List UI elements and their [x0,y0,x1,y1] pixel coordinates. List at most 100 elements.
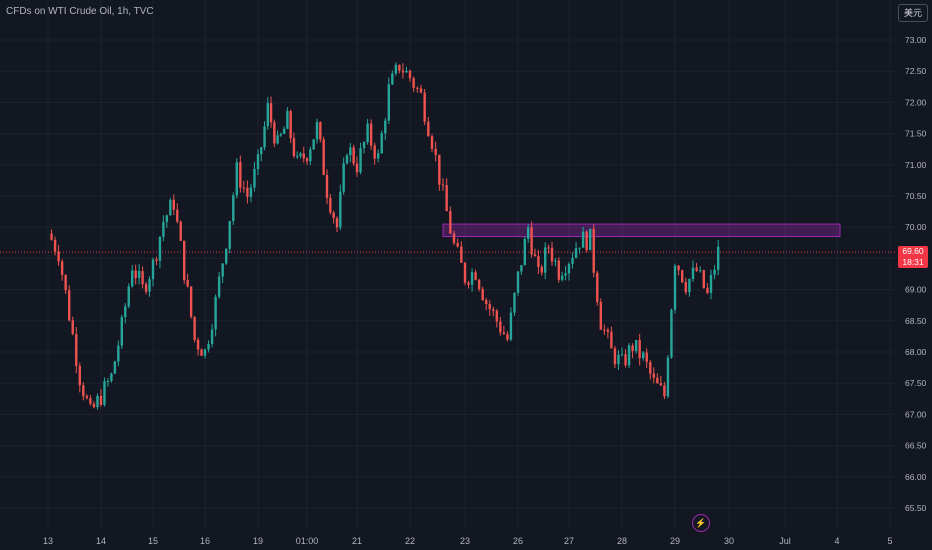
candle-body [533,254,537,257]
candle-body [613,348,617,365]
currency-button[interactable]: 美元 [898,4,928,22]
candle-body [232,195,235,222]
candle-body [127,286,130,307]
candle-body [329,197,332,213]
candle-body [617,354,620,365]
candle-body [398,64,401,71]
y-tick-label: 65.50 [905,503,927,513]
candle-body [335,218,339,228]
candle-body [322,139,325,176]
candle-body [606,329,610,332]
candle-body [509,312,513,340]
candle-body [530,227,533,255]
candle-body [196,339,200,350]
x-tick-label: 5 [887,536,892,546]
candle-body [200,349,203,356]
candle-body [276,135,279,144]
candle-body [246,187,249,197]
candle-body [688,278,691,293]
y-tick-label: 66.50 [905,441,927,451]
candle-body [124,306,127,318]
candle-body [113,361,117,374]
y-tick-label: 72.50 [905,66,927,76]
candle-body [89,398,92,404]
x-tick-label: 21 [352,536,362,546]
y-tick-label: 70.50 [905,191,927,201]
candle-body [460,246,463,263]
axes-layer: 73.0072.5072.0071.5071.0070.5070.0069.50… [43,35,927,546]
x-tick-label: 28 [617,536,627,546]
candle-body [325,175,329,198]
candles-layer [50,62,720,410]
candle-body [315,122,319,140]
candle-body [394,64,398,74]
y-tick-label: 71.00 [905,160,927,170]
candle-body [585,231,588,251]
candle-body [68,290,71,321]
candle-body [709,274,713,293]
candle-body [349,147,352,156]
candle-body [71,320,74,335]
candle-body [172,199,175,210]
candle-body [110,373,113,381]
resistance-zone-layer [0,223,895,253]
candle-body [456,243,459,247]
candle-body [225,248,228,264]
candle-body [186,280,189,287]
candle-body [296,155,299,157]
last-price-label: 69.60 [902,246,924,256]
candle-body [699,270,702,272]
y-tick-label: 70.00 [905,222,927,232]
candle-body [377,153,380,159]
candle-body [239,162,242,188]
candle-body [362,142,366,149]
candle-body [520,265,523,272]
candle-body [631,345,634,352]
bolt-icon[interactable]: ⚡ [692,514,710,532]
candle-body [260,147,263,155]
candle-body [373,145,376,159]
candle-body [578,247,581,249]
candle-body [463,262,467,283]
candle-body [253,168,256,188]
candle-body [342,163,345,192]
candle-body [217,276,221,297]
candle-body [656,377,659,384]
candle-body [564,273,567,276]
symbol-title[interactable]: CFDs on WTI Crude Oil, 1h, TVC [6,6,154,17]
candle-body [319,122,322,140]
candle-body [131,270,134,287]
candle-body [352,147,355,164]
candle-body [279,133,283,136]
candle-body [263,126,266,148]
candle-body [666,357,670,397]
candle-body [137,271,141,278]
candle-body [179,221,182,241]
candle-body [305,158,309,162]
last-price-tag: 69.60 18:31 [898,246,928,268]
candle-body [269,103,273,123]
candle-body [384,120,387,134]
candle-body [691,267,695,279]
candle-body [141,271,144,285]
bar-countdown-label: 18:31 [902,257,924,267]
candle-body [523,238,526,266]
candle-body [474,272,477,280]
candle-body [527,227,530,239]
candle-body [492,309,495,311]
x-tick-label: 26 [513,536,523,546]
candle-body [162,221,165,237]
chart-grid [0,0,895,530]
x-tick-label: 14 [96,536,106,546]
candle-body [193,316,196,340]
candle-body [405,70,408,73]
x-tick-label: 13 [43,536,53,546]
candle-body [117,345,120,362]
y-tick-label: 68.00 [905,347,927,357]
candle-body [430,136,434,149]
candle-body [380,133,383,154]
candle-body [589,228,592,251]
x-tick-label: 29 [670,536,680,546]
y-tick-label: 66.00 [905,472,927,482]
